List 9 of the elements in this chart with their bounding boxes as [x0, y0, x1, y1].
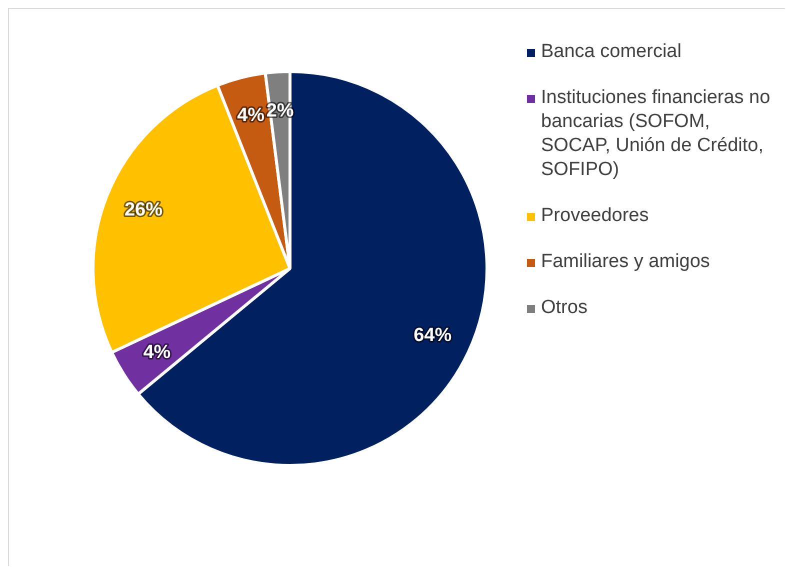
legend-label: Banca comercial [541, 40, 682, 64]
legend-label: Proveedores [541, 204, 649, 228]
legend-label: Familiares y amigos [541, 250, 710, 274]
data-label: 4% [237, 105, 265, 126]
legend-label: Otros [541, 296, 588, 320]
data-label: 4% [143, 342, 171, 364]
legend-label: Instituciones financieras no bancarias (SOFOM, SOCAP, Unión de Crédito, SOFIPO) [541, 86, 772, 182]
data-label: 26% [124, 200, 163, 221]
data-label: 64% [414, 324, 452, 346]
